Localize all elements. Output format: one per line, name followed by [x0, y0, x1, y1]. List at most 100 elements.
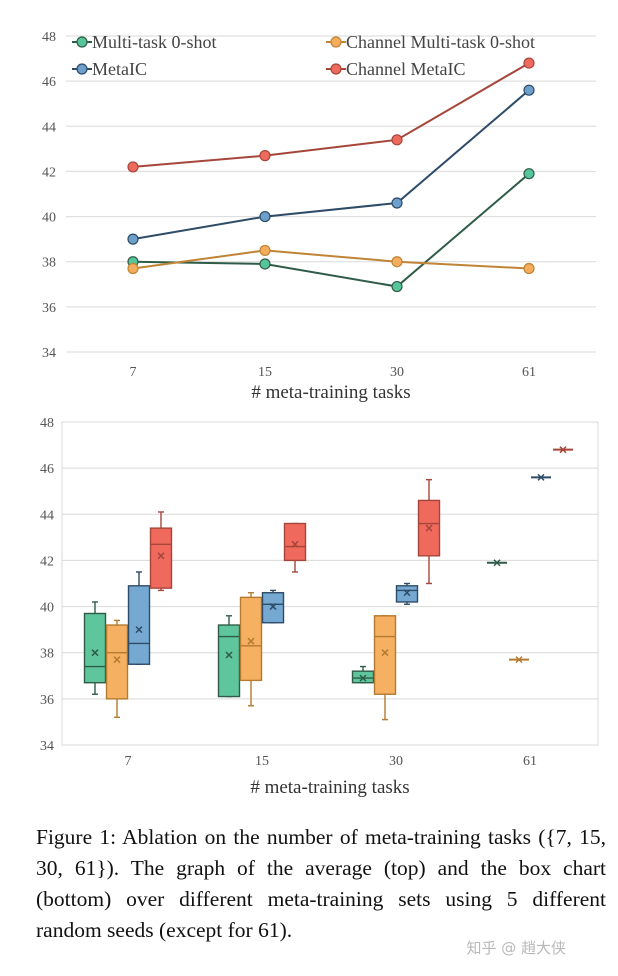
x-tick-label: 30 — [389, 754, 403, 769]
box-plot — [487, 559, 507, 567]
box-plot — [149, 511, 173, 592]
figure: 34 36 38 40 42 44 46 48 7 15 30 61 # meta-training t… — [40, 30, 599, 798]
mean-marker — [381, 649, 389, 657]
watermark: 知乎 @ 趙大侠 — [466, 939, 566, 957]
x-axis-label: # meta-training tasks — [251, 382, 410, 403]
data-point — [259, 150, 271, 162]
mean-marker — [247, 637, 255, 645]
mean-marker — [403, 589, 411, 597]
legend-label: Channel MetaIC — [346, 59, 465, 79]
series-line — [132, 62, 530, 168]
legend-marker — [330, 63, 342, 75]
data-point — [127, 233, 139, 245]
series-line — [132, 89, 530, 241]
box-chart-seeds: 34 36 38 40 42 44 46 48 7 15 30 61 # meta-training t… — [40, 416, 599, 798]
box-plot — [351, 665, 375, 684]
box-body — [373, 615, 397, 695]
y-tick-label: 34 — [40, 739, 54, 754]
box-plot — [417, 478, 441, 585]
box-plot — [127, 571, 151, 665]
x-tick-label: 61 — [523, 754, 537, 769]
y-tick-label: 46 — [40, 462, 54, 477]
box-body — [351, 670, 375, 684]
box-plot — [217, 615, 241, 698]
legend-label: Channel Multi-task 0-shot — [346, 32, 535, 52]
mean-marker — [91, 649, 99, 657]
box-body — [239, 596, 263, 682]
box-plot — [261, 589, 285, 624]
box-plot — [105, 619, 129, 719]
data-point — [259, 210, 271, 223]
figure-caption: Figure 1: Ablation on the number of meta… — [36, 825, 606, 942]
box-plot — [395, 582, 419, 605]
data-point — [259, 244, 271, 257]
mean-marker — [135, 626, 143, 634]
mean-marker — [537, 473, 545, 481]
data-point — [523, 57, 535, 69]
box-plot — [373, 615, 397, 721]
y-tick-label: 46 — [42, 75, 56, 90]
y-tick-label: 38 — [40, 647, 54, 662]
data-point — [391, 280, 403, 293]
mean-marker — [157, 552, 165, 560]
mean-marker — [515, 656, 523, 664]
mean-marker — [269, 603, 277, 611]
mean-marker — [291, 540, 299, 548]
mean-marker — [225, 651, 233, 659]
x-tick-label: 7 — [130, 365, 137, 380]
mean-marker — [493, 559, 501, 567]
box-plot — [531, 473, 551, 481]
box-body — [217, 624, 241, 698]
mean-marker — [559, 446, 567, 454]
x-tick-label: 30 — [390, 365, 404, 380]
box-plot — [509, 656, 529, 664]
data-point — [391, 197, 403, 209]
legend-marker — [76, 63, 88, 75]
y-tick-label: 44 — [40, 508, 54, 523]
box-body — [127, 585, 151, 665]
data-point — [523, 168, 535, 180]
x-axis-label: # meta-training tasks — [250, 777, 409, 798]
box-body — [149, 527, 173, 589]
data-point — [127, 161, 139, 173]
legend-marker — [76, 36, 88, 48]
legend-label: Multi-task 0-shot — [92, 32, 217, 52]
y-tick-label: 34 — [42, 346, 56, 361]
x-tick-label: 15 — [258, 365, 272, 380]
data-point — [127, 262, 139, 275]
y-tick-label: 38 — [42, 256, 56, 271]
y-tick-label: 40 — [40, 601, 54, 616]
plot-border — [61, 421, 599, 746]
y-tick-label: 48 — [42, 30, 56, 45]
data-point — [391, 256, 403, 268]
box-body — [83, 612, 107, 684]
box-body — [261, 592, 285, 624]
y-tick-label: 44 — [42, 120, 56, 135]
mean-marker — [113, 656, 121, 664]
box-plot — [283, 522, 307, 573]
y-tick-label: 42 — [42, 165, 56, 180]
y-tick-label: 36 — [40, 693, 54, 708]
legend-marker — [330, 36, 342, 48]
box-plot — [553, 446, 573, 454]
data-point — [259, 258, 271, 270]
mean-marker — [359, 674, 367, 682]
y-tick-label: 40 — [42, 211, 56, 226]
line-chart-average: 34 36 38 40 42 44 46 48 7 15 30 61 # meta-training t… — [42, 30, 596, 403]
box-body — [105, 624, 129, 700]
data-point — [523, 262, 535, 275]
mean-marker — [425, 524, 433, 532]
x-tick-label: 15 — [255, 754, 269, 769]
box-body — [395, 585, 419, 603]
box-plot — [239, 592, 263, 707]
data-point — [391, 134, 403, 146]
y-tick-label: 42 — [40, 554, 54, 569]
data-point — [523, 84, 535, 96]
x-tick-label: 7 — [125, 754, 132, 769]
box-body — [283, 522, 307, 562]
y-tick-label: 48 — [40, 416, 54, 431]
x-tick-label: 61 — [522, 365, 536, 380]
box-plot — [83, 601, 107, 695]
series-line — [132, 249, 530, 270]
legend-label: MetaIC — [92, 59, 147, 79]
